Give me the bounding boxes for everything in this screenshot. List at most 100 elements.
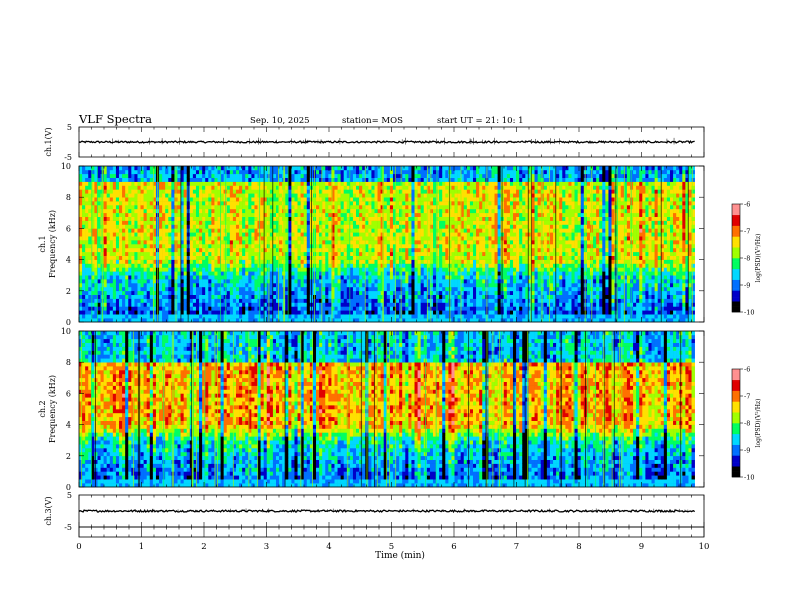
spectrogram-cell	[254, 181, 258, 186]
spectrogram-cell	[171, 169, 175, 175]
spectrogram-cell	[297, 220, 301, 225]
spectrogram-cell	[337, 279, 341, 284]
waveform-trace	[78, 139, 695, 145]
spectrogram-cell	[291, 318, 295, 323]
spectrogram-cell	[300, 290, 305, 295]
spectrogram-cell	[171, 302, 175, 307]
spectrogram-cell	[199, 263, 203, 268]
spectrogram-cell	[217, 306, 221, 311]
spectrogram-cell	[306, 212, 311, 217]
spectrogram-cell	[331, 310, 335, 315]
spectrogram-cell	[79, 310, 83, 315]
spectrogram-cell	[377, 286, 381, 292]
spectrogram-cell	[426, 189, 431, 194]
spectrogram-cell	[266, 310, 271, 315]
spectrogram-cell	[423, 212, 428, 217]
spectrogram-cell	[383, 240, 388, 245]
spectrogram-cell	[352, 294, 357, 299]
spectrogram-cell	[374, 302, 378, 307]
spectrogram-cell	[195, 201, 200, 206]
spectrogram-cell	[152, 166, 157, 171]
spectrogram-cell	[386, 271, 391, 276]
spectrogram-cell	[248, 244, 252, 249]
spectrogram-cell	[109, 169, 114, 175]
spectrogram-cell	[88, 185, 92, 190]
spectrogram-cell	[260, 294, 264, 299]
spectrogram-cell	[306, 220, 311, 225]
spectrogram-cell	[303, 275, 308, 280]
spectrogram-cell	[352, 181, 357, 186]
spectrogram-cell	[303, 193, 308, 198]
spectrogram-cell	[374, 306, 378, 311]
spectrogram-cell	[192, 283, 197, 288]
spectrogram-cell	[374, 283, 378, 288]
spectrogram-cell	[239, 263, 243, 268]
spectrogram-cell	[82, 251, 86, 256]
spectrogram-cell	[177, 314, 181, 319]
spectrogram-cell	[285, 306, 289, 311]
spectrogram-cell	[119, 283, 123, 288]
spectrogram-cell	[429, 205, 434, 210]
spectrogram-cell	[159, 255, 163, 260]
spectrogram-cell	[131, 197, 135, 202]
spectrogram-cell	[143, 290, 148, 295]
spectrogram-cell	[346, 310, 351, 315]
spectrogram-cell	[276, 290, 280, 295]
spectrogram-cell	[386, 181, 391, 186]
spectrogram-cell	[168, 302, 172, 307]
spectrogram-cell	[405, 271, 409, 276]
spectrogram-cell	[199, 173, 203, 178]
spectrogram-cell	[146, 236, 151, 241]
spectrogram-cell	[288, 173, 292, 178]
spectrogram-cell	[229, 240, 234, 245]
spectrogram-cell	[383, 259, 388, 264]
spectrogram-cell	[322, 283, 326, 288]
spectrogram-cell	[79, 247, 83, 253]
spectrogram-cell	[291, 166, 295, 171]
spectrogram-cell	[239, 255, 243, 260]
spectrogram-cell	[349, 283, 354, 288]
spectrogram-cell	[306, 290, 311, 295]
spectrogram-cell	[251, 310, 255, 315]
spectrogram-cell	[328, 220, 332, 225]
spectrogram-cell	[137, 306, 141, 311]
spectrogram-cell	[82, 310, 86, 315]
spectrogram-cell	[162, 251, 166, 256]
spectrogram-cell	[392, 205, 397, 210]
spectrogram-cell	[211, 173, 215, 178]
spectrogram-cell	[143, 173, 148, 178]
spectrogram-cell	[79, 298, 83, 303]
spectrogram-cell	[183, 228, 188, 233]
spectrogram-cell	[346, 236, 351, 241]
spectrogram-cell	[429, 275, 434, 280]
spectrogram-cell	[152, 255, 157, 260]
spectrogram-cell	[171, 185, 175, 190]
spectrogram-cell	[205, 197, 209, 202]
spectrogram-cell	[405, 193, 409, 198]
spectrogram-cell	[285, 173, 289, 178]
spectrogram-cell	[340, 290, 345, 295]
spectrogram-cell	[386, 236, 391, 241]
spectrogram-cell	[115, 240, 120, 245]
spectrogram-cell	[300, 298, 305, 303]
spectrogram-cell	[82, 169, 86, 175]
spectrogram-cell	[183, 189, 188, 194]
spectrogram-cell	[392, 298, 397, 303]
spectrogram-cell	[386, 216, 391, 221]
spectrogram-cell	[260, 259, 264, 264]
spectrogram-cell	[423, 232, 428, 237]
spectrogram-cell	[149, 177, 154, 182]
spectrogram-cell	[420, 216, 425, 221]
spectrogram-cell	[251, 212, 255, 217]
spectrogram-cell	[165, 279, 169, 284]
spectrogram-cell	[362, 302, 366, 307]
spectrogram-cell	[276, 177, 280, 182]
spectrogram-cell	[168, 216, 172, 221]
spectrogram-cell	[316, 279, 320, 284]
spectrogram-cell	[131, 310, 135, 315]
spectrogram-cell	[103, 294, 108, 299]
spectrogram-cell	[168, 173, 172, 178]
spectrogram-cell	[396, 166, 400, 171]
spectrogram-cell	[340, 236, 345, 241]
spectrogram-cell	[294, 302, 298, 307]
